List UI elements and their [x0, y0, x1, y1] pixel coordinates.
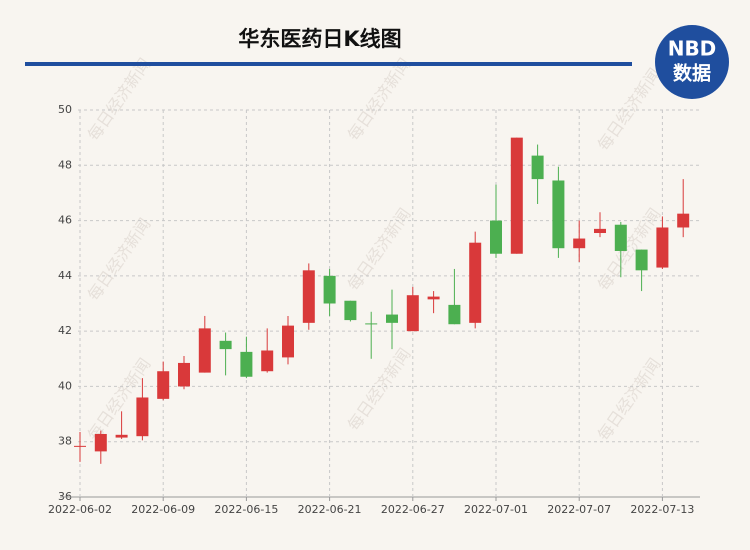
candle-body [219, 340, 232, 350]
y-tick-label: 38 [58, 435, 72, 448]
candle-body [302, 270, 315, 323]
candle-body [427, 296, 440, 300]
x-tick-label: 2022-06-21 [298, 503, 362, 516]
candle-body [386, 314, 398, 323]
candle-body [282, 325, 294, 358]
candle-body [594, 228, 606, 234]
candle-body [157, 371, 170, 399]
candle-body [552, 180, 565, 249]
candle-body [94, 433, 107, 452]
candle-body [344, 300, 357, 321]
candle-body [573, 238, 586, 249]
x-tick-label: 2022-06-15 [214, 503, 278, 516]
y-tick-label: 42 [58, 324, 72, 337]
x-tick-label: 2022-06-27 [381, 503, 445, 516]
candle-body [614, 224, 627, 251]
candle-body [198, 328, 211, 373]
candle-body [240, 351, 253, 377]
x-tick-label: 2022-07-01 [464, 503, 528, 516]
logo-bottom: 数据 [673, 62, 711, 85]
y-tick-label: 40 [58, 379, 72, 392]
candle-body [74, 445, 86, 447]
candle-body [510, 137, 523, 254]
candle-body [406, 295, 419, 332]
x-tick-label: 2022-07-13 [630, 503, 694, 516]
candle-body [136, 397, 149, 437]
candle-body [531, 155, 544, 180]
y-tick-label: 44 [58, 269, 72, 282]
x-tick-label: 2022-06-02 [48, 503, 112, 516]
candle-body [365, 323, 378, 325]
x-tick-label: 2022-07-07 [547, 503, 611, 516]
logo [655, 25, 729, 99]
candle-body [448, 304, 461, 325]
chart-title: 华东医药日K线图 [238, 27, 401, 51]
candle-body [178, 362, 190, 387]
candle-body [490, 220, 502, 254]
logo-top: NBD [668, 37, 717, 61]
candle-body [323, 275, 336, 304]
x-tick-label: 2022-06-09 [131, 503, 195, 516]
y-tick-label: 50 [58, 103, 72, 116]
y-tick-label: 48 [58, 158, 72, 171]
candle-body [656, 227, 669, 268]
candle-body [677, 213, 690, 228]
candle-body [469, 242, 482, 323]
title-rule [25, 62, 632, 66]
y-tick-label: 46 [58, 214, 72, 227]
candle-body [115, 434, 128, 438]
candle-body [635, 249, 648, 271]
candle-body [261, 350, 274, 372]
